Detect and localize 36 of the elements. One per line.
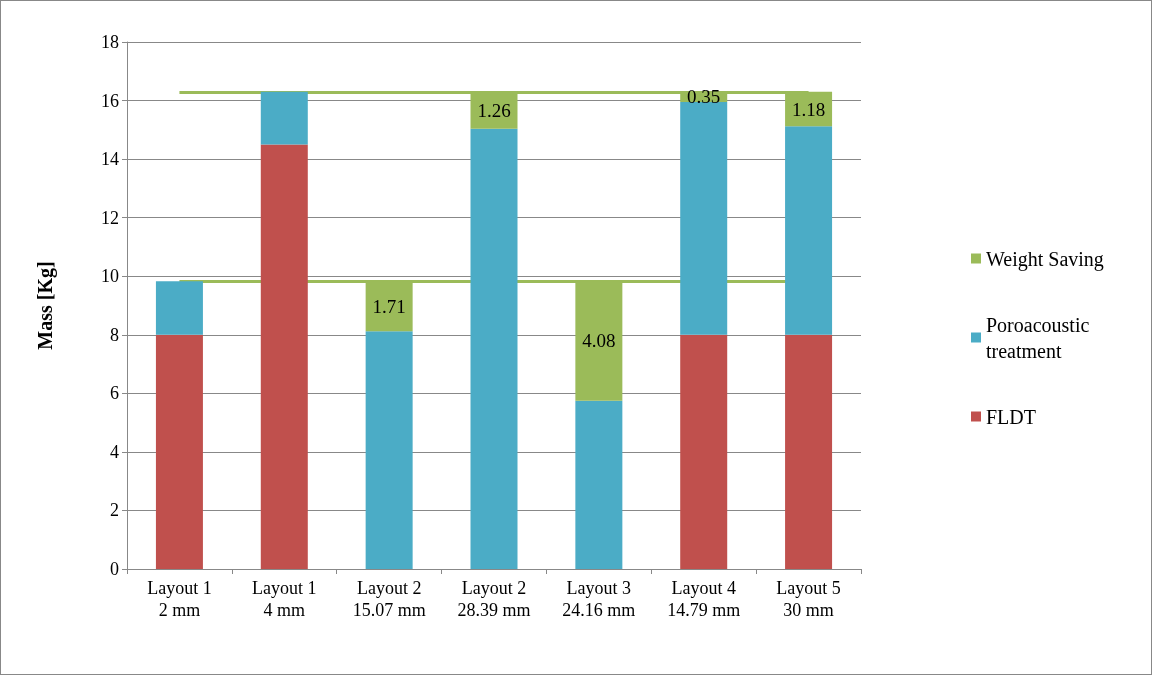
bar <box>680 102 728 335</box>
x-tick-label: Layout 4 14.79 mm <box>667 578 741 620</box>
bar <box>785 126 833 335</box>
data-label: 4.08 <box>582 330 616 352</box>
bar <box>260 91 308 145</box>
x-tick-label: Layout 1 2 mm <box>147 578 212 620</box>
y-tick-label: 0 <box>110 559 119 579</box>
legend-label: Weight Saving <box>986 247 1104 271</box>
bar <box>155 334 203 569</box>
y-axis-title: Mass [Kg] <box>34 261 57 350</box>
data-label: 1.26 <box>477 99 511 121</box>
y-tick-label: 2 <box>110 500 119 521</box>
bar <box>260 144 308 569</box>
data-label: 1.71 <box>372 295 406 317</box>
x-tick-label: Layout 5 30 mm <box>776 578 841 620</box>
x-tick-label: Layout 1 4 mm <box>252 578 317 620</box>
bar <box>575 400 623 569</box>
y-tick-label: 10 <box>101 266 119 287</box>
y-tick-label: 16 <box>101 90 119 111</box>
y-tick-label: 14 <box>101 149 119 170</box>
bar <box>680 334 728 569</box>
legend-label: FLDT <box>986 405 1036 428</box>
x-tick-label: Layout 3 24.16 mm <box>562 578 636 620</box>
legend-label: Poroacoustic treatment <box>986 313 1095 362</box>
y-tick-label: 12 <box>101 207 119 228</box>
bar <box>470 128 518 569</box>
y-tick-label: 4 <box>110 441 119 462</box>
bar <box>365 331 413 569</box>
y-tick-label: 8 <box>110 324 119 345</box>
data-label: 1.18 <box>791 98 826 120</box>
bar <box>785 334 833 569</box>
bar <box>155 281 203 335</box>
x-tick-label: Layout 2 28.39 mm <box>457 578 531 620</box>
y-tick-label: 6 <box>110 383 119 404</box>
x-tick-label: Layout 2 15.07 mm <box>352 578 426 620</box>
y-tick-label: 18 <box>101 32 119 52</box>
